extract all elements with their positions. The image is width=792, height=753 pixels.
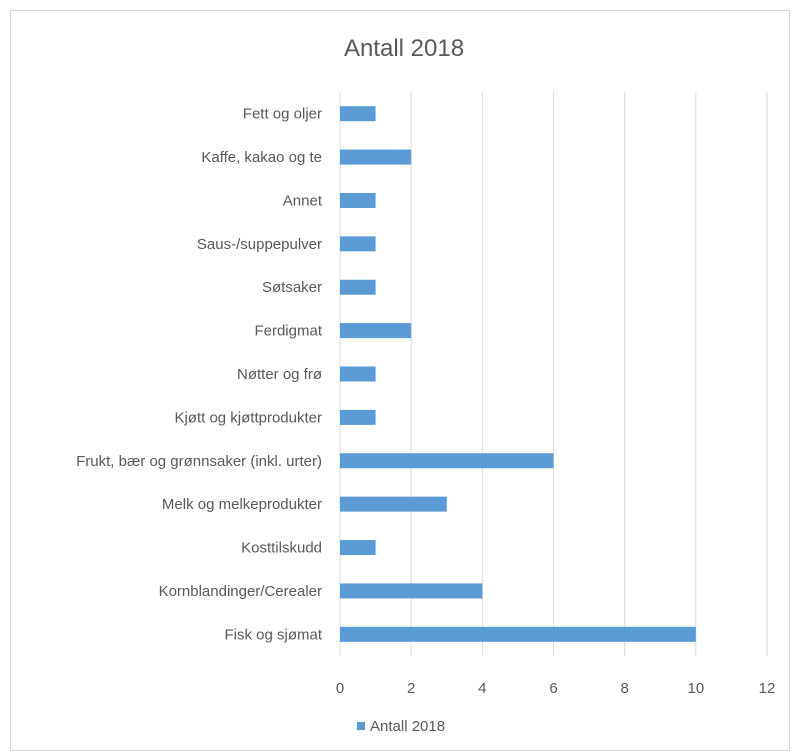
- category-label: Frukt, bær og grønnsaker (inkl. urter): [76, 453, 322, 470]
- x-tick-label: 6: [549, 680, 557, 697]
- bars: [340, 106, 696, 642]
- bar: [340, 236, 376, 252]
- category-label: Nøtter og frø: [237, 366, 322, 383]
- x-tick-label: 2: [407, 680, 415, 697]
- bar: [340, 106, 376, 122]
- bar: [340, 366, 376, 382]
- x-tick-label: 10: [687, 680, 704, 697]
- x-tick-label: 4: [478, 680, 486, 697]
- category-label: Fett og oljer: [243, 106, 322, 123]
- bar: [340, 149, 412, 165]
- category-label: Kornblandinger/Cerealer: [159, 583, 322, 600]
- category-label: Fisk og sjømat: [224, 626, 322, 643]
- bar: [340, 192, 376, 208]
- chart-title: Antall 2018: [344, 35, 464, 62]
- bar: [340, 453, 554, 469]
- category-label: Kjøtt og kjøttprodukter: [174, 409, 322, 426]
- x-tick-labels: 0 2 4 6 8 10 12: [336, 680, 776, 697]
- bar: [340, 409, 376, 425]
- category-label: Søtsaker: [262, 279, 322, 296]
- category-label: Saus-/suppepulver: [197, 236, 322, 253]
- legend-label: Antall 2018: [370, 718, 445, 735]
- category-label: Kosttilskudd: [241, 540, 322, 557]
- x-tick-label: 12: [759, 680, 776, 697]
- category-label: Melk og melkeprodukter: [162, 496, 322, 513]
- bar: [340, 496, 447, 512]
- bar: [340, 279, 376, 295]
- category-label: Annet: [283, 192, 323, 209]
- bar: [340, 540, 376, 556]
- gridlines: [339, 92, 768, 656]
- category-label: Kaffe, kakao og te: [201, 149, 322, 166]
- legend-swatch: [357, 722, 365, 730]
- legend: Antall 2018: [357, 718, 445, 735]
- bar: [340, 323, 412, 339]
- bar: [340, 626, 696, 642]
- x-tick-label: 0: [336, 680, 344, 697]
- category-labels: Fett og oljer Kaffe, kakao og te Annet Saus…: [76, 106, 323, 644]
- bar: [340, 583, 483, 599]
- category-label: Ferdigmat: [254, 323, 322, 340]
- x-tick-label: 8: [620, 680, 628, 697]
